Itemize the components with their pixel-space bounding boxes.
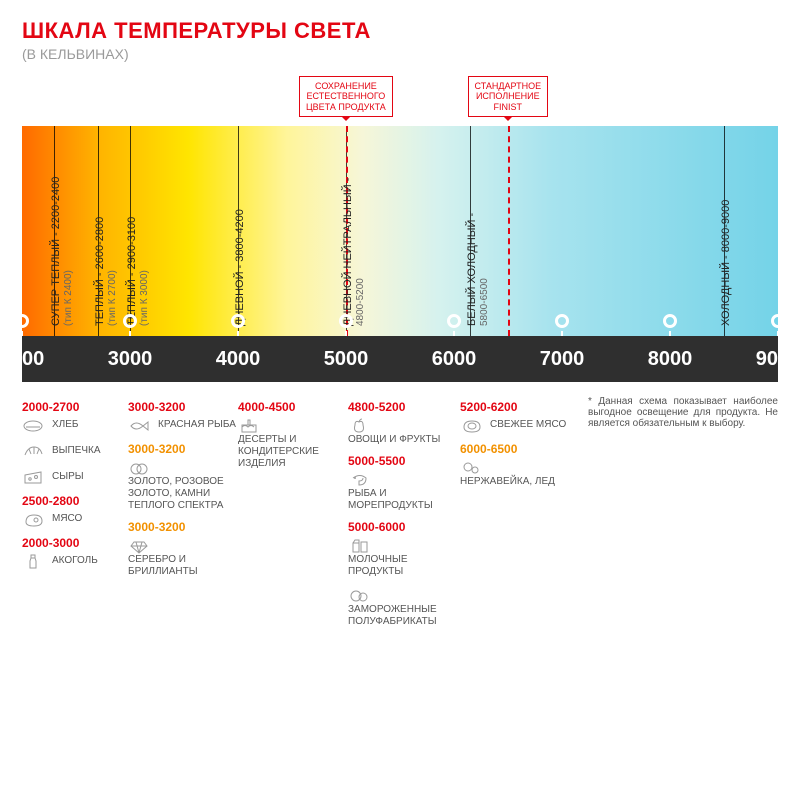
food-label: ОВОЩИ И ФРУКТЫ — [348, 434, 440, 446]
food-item: ЗОЛОТО, РОЗОВОЕ ЗОЛОТО, КАМНИ ТЕПЛОГО СП… — [128, 458, 248, 512]
axis-pin-icon — [231, 314, 245, 328]
food-label: МОЛОЧНЫЕ ПРОДУКТЫ — [348, 554, 448, 578]
food-label: ВЫПЕЧКА — [52, 445, 101, 457]
food-item: МЯСО — [22, 510, 142, 528]
ice-icon — [460, 458, 482, 476]
shrimp-icon — [348, 470, 370, 488]
axis-tick: 6000 — [432, 348, 477, 371]
temperature-label: ТЕПЛЫЙ - 2600-2800(тип К 2700) — [94, 217, 118, 326]
axis-pin-icon — [339, 314, 353, 328]
temperature-range: 5000-5500 — [348, 454, 468, 468]
food-label: КРАСНАЯ РЫБА — [158, 419, 236, 431]
temperature-label: БЕЛЫЙ ХОЛОДНЫЙ -5800-6500 — [466, 213, 490, 326]
axis-tick: 5000 — [324, 348, 369, 371]
temperature-range: 2000-2700 — [22, 400, 142, 414]
temperature-range: 2000-3000 — [22, 536, 142, 550]
temperature-range: 2500-2800 — [22, 494, 142, 508]
food-item: ЗАМОРОЖЕННЫЕ ПОЛУФАБРИКАТЫ — [348, 586, 468, 628]
food-label: ЗАМОРОЖЕННЫЕ ПОЛУФАБРИКАТЫ — [348, 604, 448, 628]
temperature-label: ДНЕВНОЙ - 3800-4200 — [234, 209, 246, 326]
food-column: 4000-4500 ДЕСЕРТЫ И КОНДИТЕРСКИЕ ИЗДЕЛИЯ — [238, 396, 358, 478]
food-column: 2000-2700 ХЛЕБ ВЫПЕЧКА СЫРЫ 2500-2800 МЯСО 200… — [22, 396, 142, 578]
food-label: ХЛЕБ — [52, 419, 78, 431]
callout-box: СТАНДАРТНОЕ ИСПОЛНЕНИЕ FINIST — [468, 76, 549, 117]
meat-icon — [460, 416, 482, 434]
temperature-range: 5200-6200 — [460, 400, 580, 414]
food-item: КРАСНАЯ РЫБА — [128, 416, 248, 434]
axis-tick: 2000 — [0, 348, 44, 371]
axis-pin-icon — [123, 314, 137, 328]
temperature-range: 3000-3200 — [128, 520, 248, 534]
food-item: АКОГОЛЬ — [22, 552, 142, 570]
axis-pin-icon — [771, 314, 785, 328]
temperature-range: 6000-6500 — [460, 442, 580, 456]
callout-row: СОХРАНЕНИЕ ЕСТЕСТВЕННОГО ЦВЕТА ПРОДУКТА С… — [22, 68, 778, 128]
food-item: СЕРЕБРО И БРИЛЛИАНТЫ — [128, 536, 248, 578]
temperature-range: 3000-3200 — [128, 442, 248, 456]
page-subtitle: (В КЕЛЬВИНАХ) — [22, 46, 778, 62]
temperature-label: ХОЛОДНЫЙ - 8000-9000 — [720, 200, 732, 326]
temperature-range: 4800-5200 — [348, 400, 468, 414]
bread-icon — [22, 416, 44, 434]
food-item: ВЫПЕЧКА — [22, 442, 142, 460]
fish-icon — [128, 416, 150, 434]
food-label: ЗОЛОТО, РОЗОВОЕ ЗОЛОТО, КАМНИ ТЕПЛОГО СП… — [128, 476, 228, 512]
food-item: ОВОЩИ И ФРУКТЫ — [348, 416, 468, 446]
axis-pin-icon — [447, 314, 461, 328]
food-label: НЕРЖАВЕЙКА, ЛЕД — [460, 476, 555, 488]
axis-tick: 3000 — [108, 348, 153, 371]
axis-tick: 8000 — [648, 348, 693, 371]
temperature-label: СУПЕР ТЕПЛЫЙ - 2200-2400(тип К 2400) — [50, 177, 74, 326]
food-label: МЯСО — [52, 513, 82, 525]
food-item: СВЕЖЕЕ МЯСО — [460, 416, 580, 434]
food-item: МОЛОЧНЫЕ ПРОДУКТЫ — [348, 536, 468, 578]
axis-pin-icon — [663, 314, 677, 328]
page-title: ШКАЛА ТЕМПЕРАТУРЫ СВЕТА — [22, 18, 778, 44]
footnote: Данная схема показывает наиболее выгодно… — [588, 396, 778, 429]
axis-tick: 9000 — [756, 348, 800, 371]
food-item: РЫБА И МОРЕПРОДУКТЫ — [348, 470, 468, 512]
temperature-range: 5000-6000 — [348, 520, 468, 534]
frozen-icon — [348, 586, 370, 604]
bottle-icon — [22, 552, 44, 570]
callout-line — [508, 126, 510, 336]
food-label: ДЕСЕРТЫ И КОНДИТЕРСКИЕ ИЗДЕЛИЯ — [238, 434, 338, 470]
temperature-range: 3000-3200 — [128, 400, 248, 414]
temperature-range: 4000-4500 — [238, 400, 358, 414]
cake-icon — [238, 416, 260, 434]
food-recommendations: Данная схема показывает наиболее выгодно… — [22, 396, 778, 696]
diamond-icon — [128, 536, 150, 554]
food-item: ДЕСЕРТЫ И КОНДИТЕРСКИЕ ИЗДЕЛИЯ — [238, 416, 358, 470]
food-item: НЕРЖАВЕЙКА, ЛЕД — [460, 458, 580, 488]
axis-pin-icon — [555, 314, 569, 328]
rings-icon — [128, 458, 150, 476]
kelvin-axis: 20003000400050006000700080009000 — [22, 336, 778, 382]
steak-icon — [22, 510, 44, 528]
food-column: 3000-3200 КРАСНАЯ РЫБА 3000-3200 ЗОЛОТО, РО… — [128, 396, 248, 586]
food-column: 5200-6200 СВЕЖЕЕ МЯСО 6000-6500 НЕРЖАВЕЙКА,… — [460, 396, 580, 496]
cheese-icon — [22, 468, 44, 486]
food-label: АКОГОЛЬ — [52, 555, 98, 567]
food-item: ХЛЕБ — [22, 416, 142, 434]
food-label: СЕРЕБРО И БРИЛЛИАНТЫ — [128, 554, 228, 578]
food-column: 4800-5200 ОВОЩИ И ФРУКТЫ 5000-5500 РЫБА И М… — [348, 396, 468, 636]
food-item: СЫРЫ — [22, 468, 142, 486]
temperature-label: ДНЕВНОЙ НЕЙТРАЛЬНЫЙ -4800-5200 — [342, 178, 366, 326]
food-label: СЫРЫ — [52, 471, 84, 483]
food-label: РЫБА И МОРЕПРОДУКТЫ — [348, 488, 448, 512]
axis-tick: 7000 — [540, 348, 585, 371]
axis-pin-icon — [15, 314, 29, 328]
callout-box: СОХРАНЕНИЕ ЕСТЕСТВЕННОГО ЦВЕТА ПРОДУКТА — [299, 76, 393, 117]
apple-icon — [348, 416, 370, 434]
milk-icon — [348, 536, 370, 554]
croissant-icon — [22, 442, 44, 460]
color-scale: СУПЕР ТЕПЛЫЙ - 2200-2400(тип К 2400) ТЕПЛ… — [22, 126, 778, 336]
food-label: СВЕЖЕЕ МЯСО — [490, 419, 566, 431]
axis-tick: 4000 — [216, 348, 261, 371]
temperature-label: ТЕПЛЫЙ - 2900-3100(тип К 3000) — [126, 217, 150, 326]
